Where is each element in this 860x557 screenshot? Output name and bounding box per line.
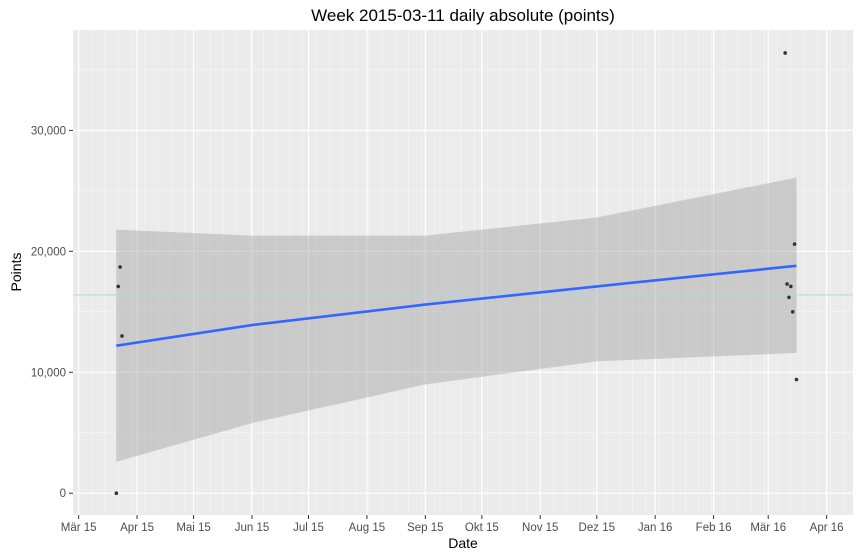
trend-line xyxy=(116,264,797,347)
x-tick-label: Okt 15 xyxy=(465,522,499,534)
x-tick-label: Apr 15 xyxy=(120,522,154,534)
y-tick-label: 0 xyxy=(60,488,66,500)
y-axis: 0 10,000 20,000 30,000 xyxy=(31,125,73,500)
x-tick-label: Mai 15 xyxy=(176,522,211,534)
x-tick-label: Feb 16 xyxy=(696,522,732,534)
x-tick-label: Aug 15 xyxy=(349,522,385,534)
data-point xyxy=(794,377,799,382)
data-point xyxy=(118,265,122,269)
data-point xyxy=(792,242,797,246)
x-tick-label: Apr 16 xyxy=(810,522,844,534)
data-point xyxy=(785,282,789,286)
x-tick-label: Nov 15 xyxy=(522,522,558,534)
data-point xyxy=(783,51,787,55)
data-point xyxy=(787,295,791,300)
x-axis: Mär 15 Apr 15 Mai 15 Jun 15 Jul 15 Aug 15 Sep … xyxy=(61,515,844,534)
x-tick-label: Sep 15 xyxy=(407,522,443,534)
data-point xyxy=(114,491,119,496)
grid-lines xyxy=(73,30,853,515)
chart-title: Week 2015-03-11 daily absolute (points) xyxy=(311,6,615,25)
y-axis-title: Points xyxy=(8,253,24,292)
x-tick-label: Dez 15 xyxy=(579,522,615,534)
x-tick-label: Mär 16 xyxy=(750,522,786,534)
points-layer xyxy=(114,51,799,496)
x-axis-title: Date xyxy=(448,535,478,551)
data-point xyxy=(120,334,124,338)
y-tick-label: 30,000 xyxy=(31,125,66,137)
x-tick-label: Jul 15 xyxy=(293,522,324,534)
data-point xyxy=(116,284,121,289)
confidence-band-layer xyxy=(116,177,797,462)
x-tick-label: Jan 16 xyxy=(638,522,673,534)
confidence-band xyxy=(116,177,797,462)
x-tick-label: Mär 15 xyxy=(61,522,97,534)
y-tick-label: 20,000 xyxy=(31,246,66,258)
x-tick-label: Jun 15 xyxy=(235,522,270,534)
data-point xyxy=(790,310,795,314)
y-tick-label: 10,000 xyxy=(31,367,66,379)
trend-line-layer xyxy=(116,264,797,347)
data-point xyxy=(789,284,793,289)
